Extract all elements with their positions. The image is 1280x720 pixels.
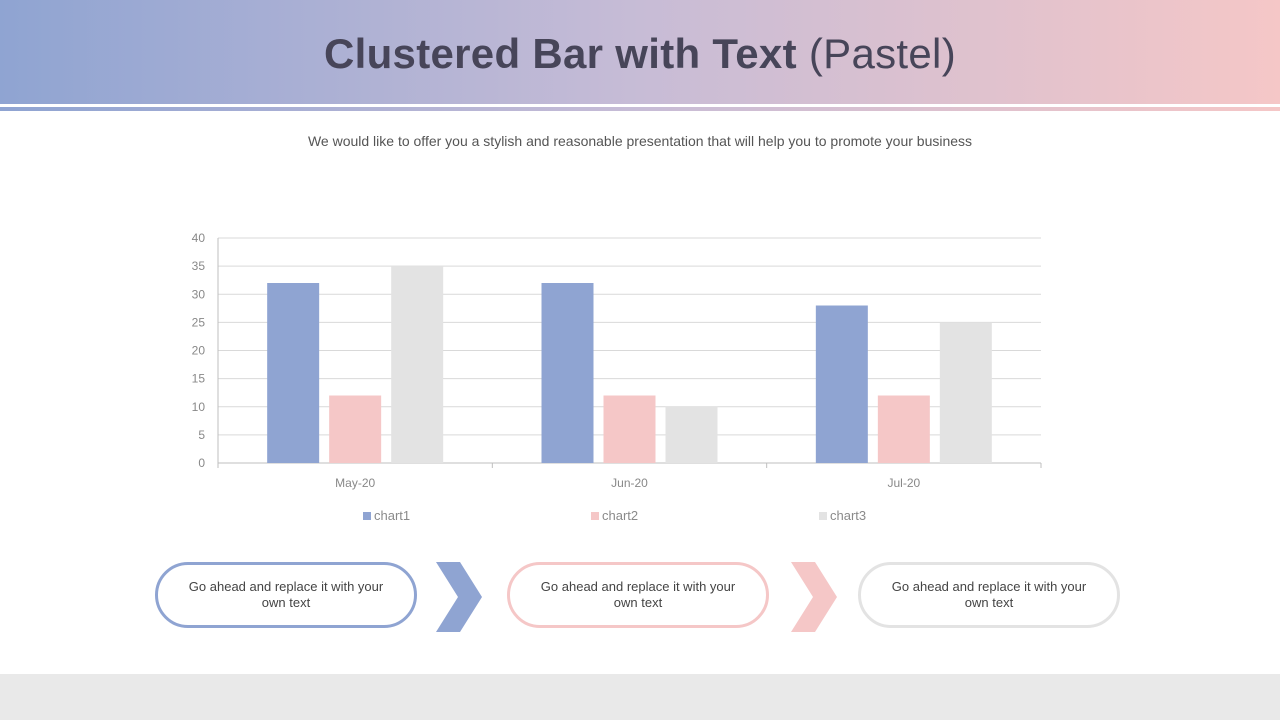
slide-subtitle: We would like to offer you a stylish and… — [307, 133, 973, 149]
legend-swatch-chart3 — [819, 512, 827, 520]
step-text-1: Go ahead and replace it with your own te… — [188, 579, 384, 610]
y-tick-label: 20 — [192, 344, 206, 358]
y-tick-label: 35 — [192, 259, 206, 273]
y-tick-label: 25 — [192, 315, 206, 329]
footer-bar — [0, 674, 1280, 720]
slide-title-bold: Clustered Bar with Text — [324, 30, 797, 77]
legend-label-chart2: chart2 — [602, 508, 638, 523]
y-tick-label: 0 — [198, 456, 205, 470]
legend-swatch-chart2 — [591, 512, 599, 520]
y-tick-label: 40 — [192, 231, 206, 245]
y-tick-label: 15 — [192, 372, 206, 386]
y-tick-label: 10 — [192, 400, 206, 414]
bar-chart1-Jul-20 — [815, 305, 868, 463]
slide-title-light: (Pastel) — [808, 30, 956, 77]
legend-label-chart1: chart1 — [374, 508, 410, 523]
step-text-2: Go ahead and replace it with your own te… — [540, 579, 736, 610]
bar-chart2-Jul-20 — [877, 395, 930, 463]
x-tick-label: May-20 — [335, 476, 375, 490]
chevron-right-icon — [436, 562, 482, 632]
clustered-bar-chart: 0 5 10 15 20 25 30 35 40 May-20 Jun-20 Jul-20 chart1… — [192, 231, 1042, 523]
step-text-3: Go ahead and replace it with your own te… — [891, 579, 1087, 610]
title-banner: Clustered Bar with Text (Pastel) — [0, 0, 1280, 104]
bar-chart3-Jun-20 — [665, 406, 718, 463]
y-tick-label: 30 — [192, 287, 206, 301]
bar-chart2-Jun-20 — [603, 395, 656, 463]
bar-chart3-May-20 — [391, 266, 444, 463]
step-box-2: Go ahead and replace it with your own te… — [507, 562, 769, 628]
title-underline — [0, 107, 1280, 111]
x-tick-label: Jun-20 — [611, 476, 648, 490]
bar-chart1-Jun-20 — [541, 283, 594, 463]
x-tick-label: Jul-20 — [887, 476, 920, 490]
legend-label-chart3: chart3 — [830, 508, 866, 523]
legend-swatch-chart1 — [363, 512, 371, 520]
chevron-right-icon — [791, 562, 837, 632]
step-box-1: Go ahead and replace it with your own te… — [155, 562, 417, 628]
bar-chart2-May-20 — [329, 395, 382, 463]
bar-chart3-Jul-20 — [939, 322, 992, 463]
bar-chart1-May-20 — [267, 283, 320, 463]
step-box-3: Go ahead and replace it with your own te… — [858, 562, 1120, 628]
slide-title: Clustered Bar with Text (Pastel) — [324, 30, 956, 78]
y-tick-label: 5 — [198, 428, 205, 442]
